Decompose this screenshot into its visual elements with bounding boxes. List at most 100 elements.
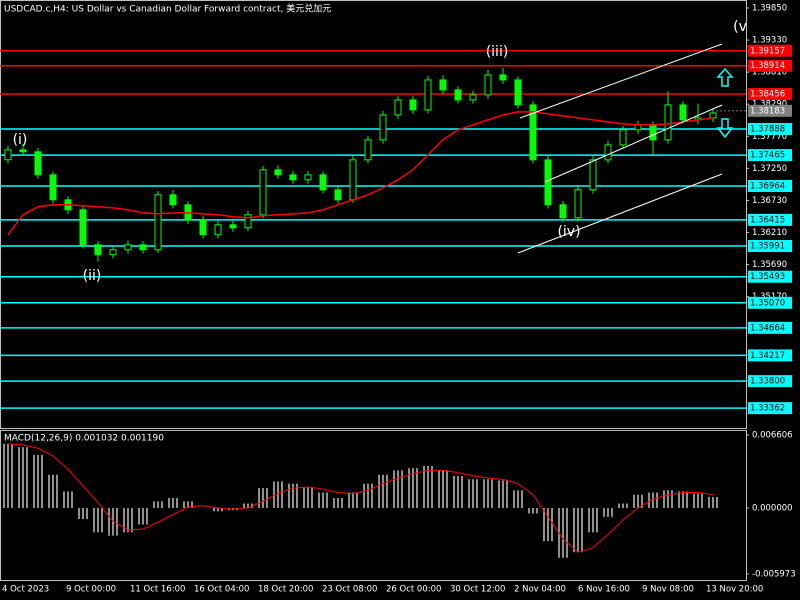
- level-label: 1.38456: [750, 89, 785, 99]
- candle-body: [139, 244, 147, 251]
- candle-body: [109, 249, 117, 256]
- candle-body: [49, 174, 57, 201]
- arrow-down: [716, 118, 734, 139]
- y-tick-label: 0.000000: [752, 503, 793, 513]
- candle-body: [289, 174, 297, 181]
- candle-body: [589, 159, 597, 191]
- y-tick-label: 1.36730: [752, 196, 787, 206]
- wave-label: (iii): [486, 44, 509, 60]
- channel-lower: [517, 173, 723, 254]
- candle-body: [679, 104, 687, 121]
- x-tick-label: 4 Oct 2023: [2, 585, 49, 595]
- candle-body: [304, 174, 312, 181]
- arrow-up: [716, 67, 734, 87]
- candle-body: [79, 209, 87, 246]
- level-label-box: [748, 375, 792, 388]
- level-label: 1.33362: [750, 404, 785, 414]
- candle-body: [544, 159, 552, 206]
- channel-middle: [544, 104, 723, 183]
- level-label-box: [748, 180, 792, 193]
- chart-title: USDCAD.c,H4: US Dollar vs Canadian Dolla…: [4, 3, 331, 15]
- y-tick-label: 1.35690: [752, 260, 787, 270]
- candle-body: [409, 99, 417, 111]
- level-label: 1.34664: [750, 323, 785, 333]
- y-tick-label: 1.37250: [752, 164, 787, 174]
- candle-body: [19, 149, 27, 153]
- level-label: 1.35991: [750, 242, 785, 252]
- candle-body: [529, 104, 537, 161]
- wave-label: (ii): [83, 268, 102, 284]
- level-label: 1.38914: [750, 61, 785, 71]
- candle-body: [319, 174, 327, 191]
- candle-body: [514, 79, 522, 106]
- candle-body: [619, 129, 627, 146]
- level-label-box: [748, 402, 792, 415]
- x-tick-label: 9 Oct 00:00: [66, 585, 116, 595]
- wave-label: (iv): [557, 224, 580, 240]
- level-label-box: [748, 213, 792, 226]
- candle-body: [709, 112, 717, 119]
- candle-body: [559, 204, 567, 219]
- candle-body: [379, 114, 387, 141]
- x-tick-label: 23 Oct 08:00: [322, 585, 377, 595]
- candle-body: [34, 151, 42, 176]
- candle-body: [364, 139, 372, 161]
- level-label-box: [748, 240, 792, 253]
- level-label: 1.34217: [750, 351, 785, 361]
- y-tick-label: 1.36210: [752, 228, 787, 238]
- x-tick-label: 18 Oct 20:00: [258, 585, 313, 595]
- macd-title: MACD(12,26,9) 0.001032 0.001190: [4, 434, 164, 444]
- x-tick-label: 30 Oct 12:00: [450, 585, 505, 595]
- wave-label: (i): [13, 132, 28, 148]
- x-tick-label: 11 Oct 16:00: [130, 585, 185, 595]
- level-label-box: [748, 123, 792, 136]
- candle-body: [94, 244, 102, 256]
- candle-body: [424, 79, 432, 111]
- level-label-box: [748, 270, 792, 283]
- candle-body: [349, 159, 357, 201]
- level-label: 1.37465: [750, 151, 785, 161]
- level-label-box: [748, 321, 792, 334]
- candle-body: [604, 144, 612, 161]
- level-label-box: [748, 59, 792, 72]
- x-tick-label: 9 Nov 08:00: [642, 585, 694, 595]
- level-label-box: [748, 87, 792, 100]
- x-tick-label: 6 Nov 16:00: [578, 585, 630, 595]
- level-label-box: [748, 44, 792, 57]
- candle-body: [439, 79, 447, 91]
- y-tick-label: 0.006606: [752, 430, 793, 440]
- candle-body: [484, 74, 492, 96]
- x-tick-label: 13 Nov 20:00: [706, 585, 763, 595]
- candle-body: [499, 74, 507, 81]
- level-label: 1.36964: [750, 182, 785, 192]
- candle-body: [169, 194, 177, 206]
- level-label: 1.35493: [750, 272, 785, 282]
- macd-pane-border: [0, 430, 747, 581]
- level-label: 1.35070: [750, 298, 785, 308]
- candle-body: [229, 224, 237, 229]
- candle-body: [199, 219, 207, 236]
- candle-body: [469, 94, 477, 101]
- level-label-box: [748, 149, 792, 162]
- y-tick-label: 1.38290: [752, 100, 787, 110]
- channel-upper: [519, 43, 723, 119]
- candle-body: [124, 244, 132, 251]
- y-tick-label: 1.38810: [752, 68, 787, 78]
- level-label-box: [748, 349, 792, 362]
- y-tick-label: -0.005973: [752, 570, 796, 580]
- level-label-box: [748, 296, 792, 309]
- candle-body: [649, 124, 657, 141]
- y-tick-label: 1.37770: [752, 132, 787, 142]
- y-tick-label: 1.39330: [752, 36, 787, 46]
- x-tick-label: 16 Oct 04:00: [194, 585, 249, 595]
- level-label: 1.39157: [750, 46, 785, 56]
- last-price-box: [748, 104, 792, 117]
- plot-layer: 1.39850 1.39330 1.38810 1.38290 1.37770 1.372…: [0, 4, 796, 595]
- candle-body: [4, 149, 12, 161]
- candle-body: [574, 189, 582, 219]
- candle-body: [154, 194, 162, 251]
- last-price-label: 1.38183: [750, 106, 785, 116]
